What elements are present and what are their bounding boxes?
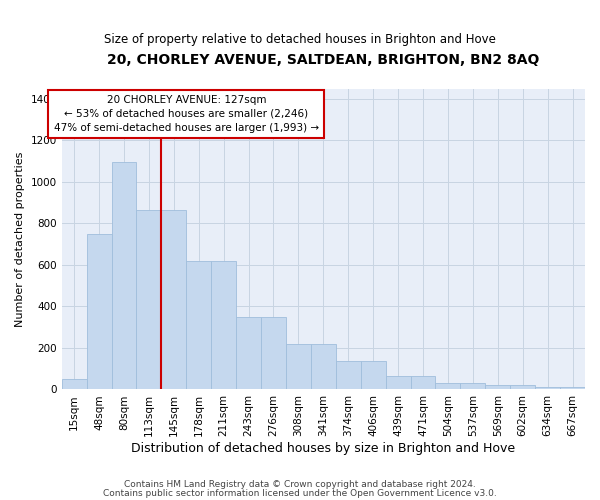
X-axis label: Distribution of detached houses by size in Brighton and Hove: Distribution of detached houses by size … [131,442,515,455]
Text: Contains HM Land Registry data © Crown copyright and database right 2024.: Contains HM Land Registry data © Crown c… [124,480,476,489]
Bar [460,383,485,390]
Bar [236,317,261,390]
Bar [336,362,361,390]
Bar [261,317,286,390]
Bar [485,386,510,390]
Title: 20, CHORLEY AVENUE, SALTDEAN, BRIGHTON, BN2 8AQ: 20, CHORLEY AVENUE, SALTDEAN, BRIGHTON, … [107,52,539,66]
Y-axis label: Number of detached properties: Number of detached properties [15,152,25,326]
Bar [286,344,311,390]
Bar [535,387,560,390]
Text: Contains public sector information licensed under the Open Government Licence v3: Contains public sector information licen… [103,488,497,498]
Text: 20 CHORLEY AVENUE: 127sqm
← 53% of detached houses are smaller (2,246)
47% of se: 20 CHORLEY AVENUE: 127sqm ← 53% of detac… [54,94,319,132]
Text: Size of property relative to detached houses in Brighton and Hove: Size of property relative to detached ho… [104,32,496,46]
Bar [386,376,410,390]
Bar [510,386,535,390]
Bar [186,261,211,390]
Bar [136,210,161,390]
Bar [311,344,336,390]
Bar [560,387,585,390]
Bar [86,234,112,390]
Bar [211,261,236,390]
Bar [436,383,460,390]
Bar [112,162,136,390]
Bar [410,376,436,390]
Bar [62,379,86,390]
Bar [161,210,186,390]
Bar [361,362,386,390]
